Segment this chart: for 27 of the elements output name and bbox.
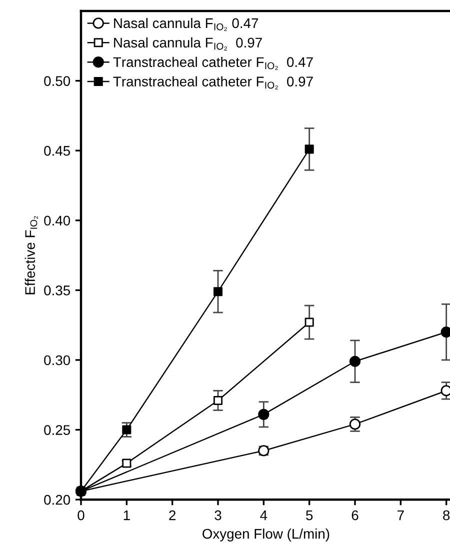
legend-label: Transtracheal catheter F$_{IO₂}$ 0.97: [113, 76, 313, 90]
legend-label: Transtracheal catheter F$_{IO₂}$ 0.47: [113, 56, 313, 70]
y-tick-label: 0.45: [44, 146, 70, 156]
x-tick-label: 0: [78, 510, 84, 520]
y-tick-label: 0.35: [44, 286, 70, 296]
x-tick-label: 5: [306, 510, 313, 520]
x-tick-label: 6: [352, 510, 358, 520]
point: [213, 287, 223, 296]
point: [304, 318, 314, 327]
x-tick-label: 4: [260, 510, 268, 520]
point: [213, 396, 223, 405]
legend-label: Nasal cannula F$_{IO₂}$ 0.47: [114, 18, 258, 32]
legend-label: Nasal cannula F$_{IO₂}$ 0.97: [114, 37, 262, 50]
point: [304, 144, 314, 154]
x-tick-label: 2: [169, 510, 176, 520]
x-tick-label: 1: [124, 510, 130, 520]
x-axis-title: Oxygen Flow (L/min): [202, 528, 330, 542]
x-tick-label: 7: [398, 510, 404, 520]
y-tick-label: 0.30: [44, 355, 70, 366]
x-tick-label: 8: [443, 510, 450, 520]
x-tick-label: 3: [214, 510, 222, 520]
y-tick-label: 0.25: [44, 425, 70, 435]
y-axis-title: Effective F$_{IO₂}$: [24, 216, 38, 294]
y-tick-label: 0.50: [44, 76, 70, 86]
y-tick-label: 0.40: [44, 216, 70, 226]
y-tick-label: 0.20: [44, 494, 70, 505]
point: [122, 425, 132, 434]
